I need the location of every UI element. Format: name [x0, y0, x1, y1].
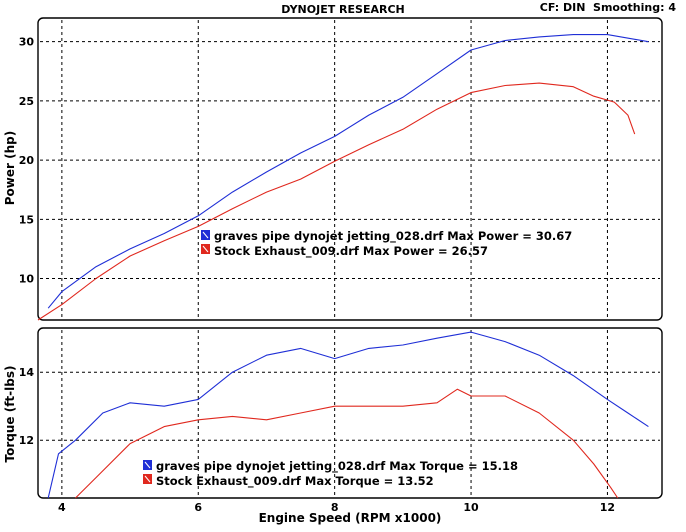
x-tick-label: 4 [58, 501, 66, 514]
torque-panel-frame [37, 327, 663, 499]
torque-y-axis-label: Torque (ft-lbs) [3, 366, 17, 463]
power-legend-run1: graves pipe dynojet jetting_028.drf Max … [214, 229, 572, 244]
power-legend-run2: Stock Exhaust_009.drf Max Power = 26.57 [214, 244, 488, 259]
power-y-ticks: 10 15 20 25 30 [19, 36, 35, 286]
series-line-stock-exhaust [37, 82, 636, 321]
power-series-lines [37, 34, 649, 321]
torque-y-ticks: 12 14 [19, 366, 35, 447]
power-gridlines [40, 20, 660, 318]
x-axis-label: Engine Speed (RPM x1000) [259, 511, 442, 525]
x-tick-label: 12 [600, 501, 615, 514]
legend-swatch-run1-mark [144, 461, 151, 469]
y-tick-label: 14 [19, 366, 35, 379]
x-tick-label: 10 [463, 501, 479, 514]
torque-legend: graves pipe dynojet jetting_028.drf Max … [143, 459, 518, 489]
series-line-graves-pipe [47, 331, 649, 499]
torque-legend-run2: Stock Exhaust_009.drf Max Torque = 13.52 [156, 474, 434, 489]
x-tick-label: 8 [331, 501, 339, 514]
torque-gridlines [40, 330, 660, 496]
series-line-graves-pipe [47, 34, 649, 309]
legend-swatch-run1-mark [202, 231, 209, 239]
header-title: DYNOJET RESEARCH [281, 3, 404, 16]
torque-series-lines [47, 331, 649, 499]
y-tick-label: 10 [19, 273, 35, 286]
power-legend: graves pipe dynojet jetting_028.drf Max … [201, 229, 572, 259]
legend-swatch-run2-mark [202, 245, 209, 253]
y-tick-label: 12 [19, 434, 34, 447]
y-tick-label: 30 [19, 36, 35, 49]
y-tick-label: 25 [19, 95, 34, 108]
legend-swatch-run2-mark [144, 475, 151, 483]
torque-legend-run1: graves pipe dynojet jetting_028.drf Max … [156, 459, 518, 474]
x-tick-label: 6 [194, 501, 202, 514]
y-tick-label: 20 [19, 154, 35, 167]
power-y-axis-label: Power (hp) [3, 131, 17, 205]
series-line-stock-exhaust [75, 388, 619, 499]
y-tick-label: 15 [19, 213, 34, 226]
header-settings: CF: DIN Smoothing: 4 [540, 1, 677, 14]
torque-x-ticks: 4 6 8 10 12 [58, 501, 615, 514]
power-panel-frame [37, 17, 663, 321]
